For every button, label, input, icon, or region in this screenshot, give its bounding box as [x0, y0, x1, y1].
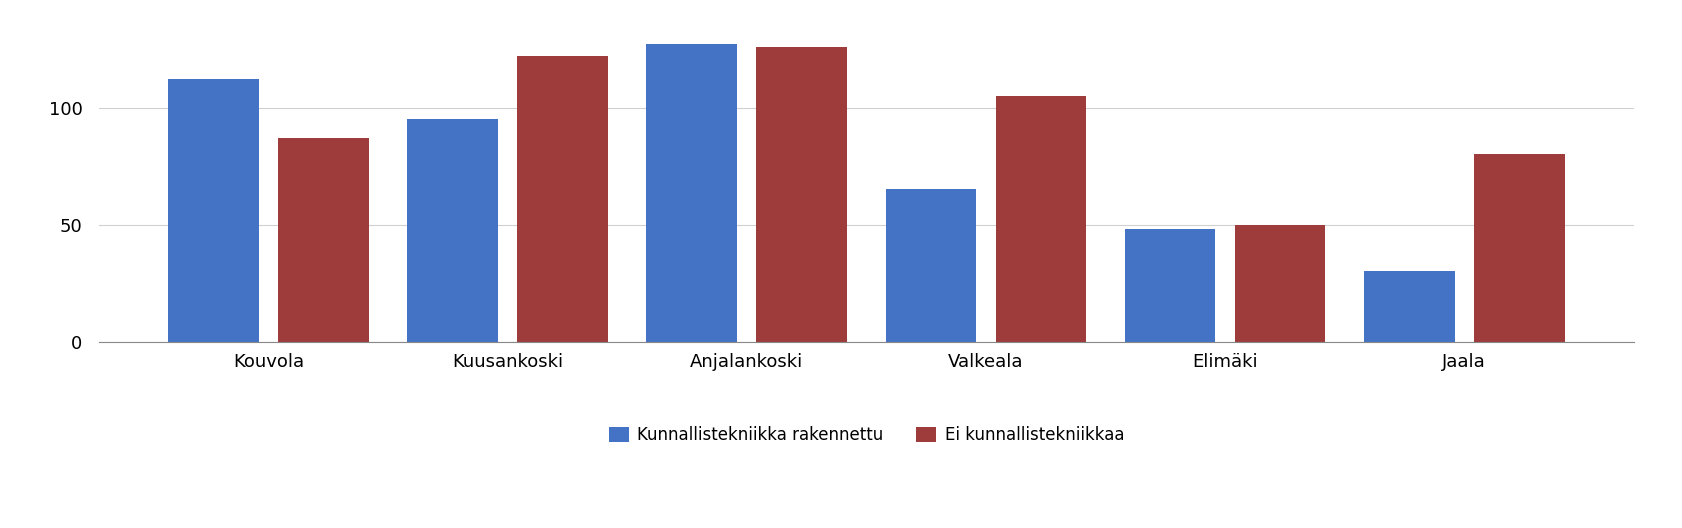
Bar [755, 46, 846, 342]
Bar [407, 119, 498, 342]
Legend: Kunnallistekniikka rakennettu, Ei kunnallistekniikkaa: Kunnallistekniikka rakennettu, Ei kunnal… [602, 420, 1130, 451]
Bar [1235, 224, 1325, 342]
Bar [168, 79, 259, 342]
Bar [1124, 229, 1214, 342]
Bar [1362, 271, 1453, 342]
Bar [996, 96, 1085, 342]
Bar [278, 138, 368, 342]
Bar [646, 44, 737, 342]
Bar [516, 56, 607, 342]
Bar [1473, 154, 1564, 342]
Bar [885, 190, 976, 342]
